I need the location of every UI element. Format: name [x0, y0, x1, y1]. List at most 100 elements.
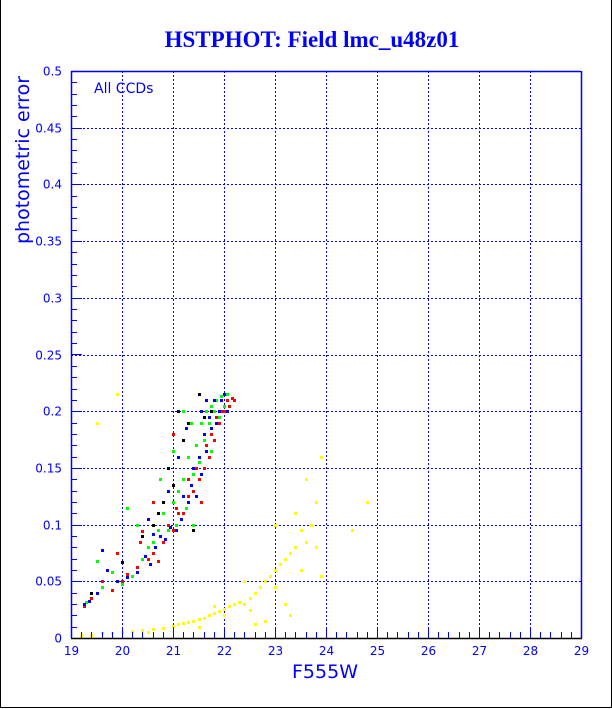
point-red — [141, 530, 144, 533]
point-red — [111, 589, 114, 592]
point-blue — [152, 533, 155, 536]
point-red — [152, 552, 155, 555]
point-yellow — [218, 610, 221, 613]
point-blue — [126, 576, 129, 579]
point-green — [220, 395, 223, 398]
point-red — [228, 405, 231, 408]
point-blue — [203, 433, 206, 436]
point-red — [172, 529, 175, 532]
point-blue — [177, 456, 180, 459]
point-red — [213, 439, 216, 442]
x-tick-label: 20 — [115, 644, 130, 658]
point-blue — [195, 495, 198, 498]
point-yellow — [208, 614, 211, 617]
point-blue — [169, 526, 172, 529]
point-black — [167, 467, 170, 470]
point-yellow — [141, 629, 144, 632]
point-yellow — [228, 605, 231, 608]
point-yellow — [147, 631, 150, 634]
point-red — [116, 552, 119, 555]
point-green — [111, 571, 114, 574]
point-blue — [136, 571, 139, 574]
point-green — [223, 405, 226, 408]
x-tick-label: 24 — [319, 644, 334, 658]
point-red — [195, 467, 198, 470]
point-red — [83, 605, 86, 608]
point-blue — [101, 549, 104, 552]
point-yellow — [172, 625, 175, 628]
point-red — [147, 558, 150, 561]
point-black — [177, 410, 180, 413]
point-green — [126, 507, 129, 510]
point-black — [210, 410, 213, 413]
point-red — [215, 416, 218, 419]
point-blue — [190, 484, 193, 487]
point-black — [182, 439, 185, 442]
point-yellow — [264, 580, 267, 583]
point-blue — [218, 410, 221, 413]
axes — [70, 70, 583, 640]
point-green — [172, 501, 175, 504]
point-red — [226, 399, 229, 402]
annotation-all-ccds: All CCDs — [94, 81, 153, 97]
point-blue — [200, 410, 203, 413]
point-yellow — [264, 620, 267, 623]
grid — [71, 71, 581, 638]
point-yellow — [238, 601, 241, 604]
point-yellow — [198, 626, 201, 629]
point-blue — [96, 592, 99, 595]
y-tick-label: 0.2 — [43, 405, 62, 419]
x-tick-label: 22 — [217, 644, 232, 658]
point-red — [121, 580, 124, 583]
point-green — [187, 456, 190, 459]
point-red — [152, 501, 155, 504]
point-blue — [198, 456, 201, 459]
y-tick-label: 0.4 — [43, 178, 62, 192]
point-blue — [164, 538, 167, 541]
point-red — [220, 410, 223, 413]
point-red — [210, 433, 213, 436]
point-yellow — [182, 622, 185, 625]
point-blue — [180, 518, 183, 521]
point-green — [136, 524, 139, 527]
point-green — [185, 507, 188, 510]
point-yellow — [254, 592, 257, 595]
point-red — [198, 478, 201, 481]
point-blue — [149, 563, 152, 566]
point-green — [159, 478, 162, 481]
point-blue — [210, 427, 213, 430]
point-yellow — [310, 524, 313, 527]
point-green — [213, 410, 216, 413]
point-black — [141, 535, 144, 538]
point-yellow — [274, 569, 277, 572]
point-yellow — [243, 580, 246, 583]
point-green — [157, 529, 160, 532]
y-tick-label: 0.35 — [35, 235, 62, 249]
point-green — [182, 410, 185, 413]
point-red — [192, 490, 195, 493]
point-yellow — [187, 621, 190, 624]
point-green — [101, 586, 104, 589]
point-red — [101, 580, 104, 583]
point-yellow — [259, 586, 262, 589]
point-black — [90, 592, 93, 595]
point-red — [162, 541, 165, 544]
point-yellow — [274, 524, 277, 527]
y-tick-label: 0.5 — [43, 65, 62, 79]
point-green — [192, 473, 195, 476]
point-yellow — [116, 393, 119, 396]
point-green — [175, 524, 178, 527]
point-black — [152, 524, 155, 527]
point-red — [136, 566, 139, 569]
point-yellow — [177, 623, 180, 626]
y-tick-label: 0 — [54, 632, 62, 646]
point-green — [96, 560, 99, 563]
point-yellow — [284, 603, 287, 606]
point-blue — [83, 603, 86, 606]
x-tick-label: 27 — [472, 644, 487, 658]
point-green — [203, 439, 206, 442]
point-yellow — [294, 512, 297, 515]
y-tick-label: 0.45 — [35, 122, 62, 136]
point-green — [190, 422, 193, 425]
point-yellow — [249, 597, 252, 600]
